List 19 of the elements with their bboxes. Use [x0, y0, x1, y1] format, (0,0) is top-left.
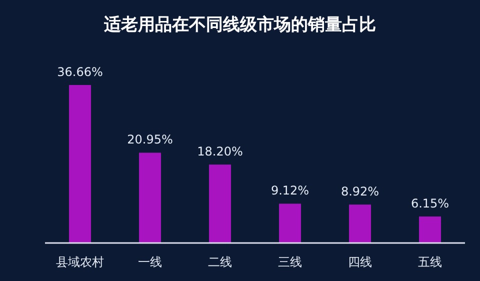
data-label: 9.12% — [270, 184, 310, 198]
bar — [419, 216, 441, 243]
x-tick-label: 县域农村 — [56, 255, 104, 269]
chart-title: 适老用品在不同线级市场的销量占比 — [103, 15, 376, 35]
x-tick-label: 四线 — [348, 255, 372, 269]
data-label: 20.95% — [127, 132, 173, 147]
x-tick-label: 五线 — [418, 255, 442, 269]
bar — [209, 164, 231, 243]
bar — [139, 152, 161, 243]
x-tick-label: 三线 — [278, 255, 302, 269]
bar — [279, 204, 301, 243]
data-label: 18.20% — [197, 144, 243, 159]
bar — [69, 85, 91, 243]
bar — [349, 204, 371, 243]
data-label: 8.92% — [340, 184, 380, 199]
x-tick-label: 一线 — [138, 255, 162, 269]
x-tick-label: 二线 — [208, 255, 232, 269]
data-label: 6.15% — [410, 196, 450, 210]
data-label: 36.66% — [57, 65, 103, 79]
